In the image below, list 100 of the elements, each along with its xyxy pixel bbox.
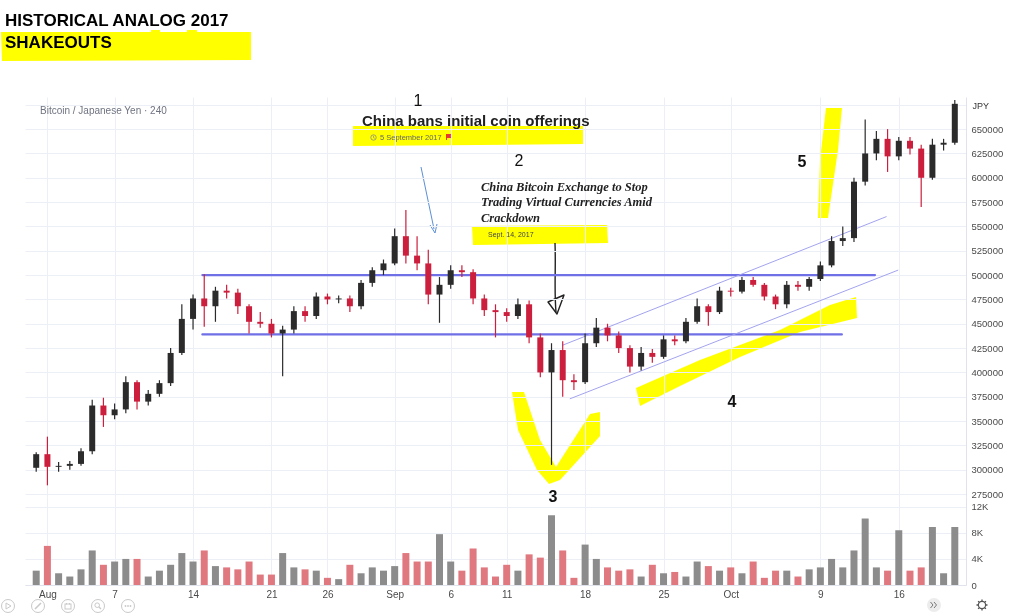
bar: [794, 576, 802, 585]
y-tick-label: 375000: [971, 391, 1004, 403]
bar: [144, 576, 152, 585]
candlestick: [626, 344, 633, 374]
x-tick-label: 16: [893, 588, 906, 600]
candlestick: [190, 293, 197, 331]
y-tick-label: 475000: [971, 293, 1004, 305]
candlestick: [134, 379, 141, 411]
bar: [604, 567, 612, 585]
x-tick-label: 14: [187, 588, 200, 600]
bar: [648, 564, 656, 585]
bar: [211, 566, 219, 585]
bar: [133, 558, 141, 585]
bar: [872, 567, 880, 585]
bar: [660, 573, 668, 585]
bar: [99, 564, 107, 585]
candlestick: [716, 286, 723, 315]
candlestick: [548, 342, 555, 466]
bar: [122, 558, 130, 585]
candlestick: [302, 305, 309, 323]
candlestick: [402, 209, 409, 265]
y-tick-label: 8K: [971, 527, 984, 539]
bar: [884, 570, 892, 585]
bar: [816, 567, 824, 585]
y-tick-label: 525000: [971, 245, 1004, 257]
candlestick: [234, 288, 241, 315]
bar: [357, 573, 365, 585]
bar: [43, 545, 51, 585]
y-tick-label: 650000: [971, 123, 1004, 135]
bar: [805, 569, 813, 585]
bar: [279, 553, 287, 585]
bar: [828, 558, 836, 585]
bar: [335, 579, 343, 585]
y-tick-label: 275000: [971, 488, 1004, 500]
candlestick: [369, 266, 376, 288]
y-tick-label: 300000: [971, 464, 1004, 476]
bar: [906, 570, 914, 585]
bar: [704, 566, 712, 585]
bar: [693, 561, 701, 585]
bar: [435, 534, 443, 585]
x-tick-label: 9: [818, 588, 825, 600]
bar: [66, 576, 74, 585]
bar: [223, 567, 231, 585]
candlestick: [358, 279, 365, 310]
bar: [413, 561, 421, 585]
bar: [525, 554, 533, 585]
y-tick-label: 400000: [971, 366, 1004, 378]
bar: [290, 567, 298, 585]
candlestick: [570, 373, 577, 391]
bar: [88, 550, 96, 585]
y-tick-label: 325000: [971, 439, 1004, 451]
bar: [917, 567, 925, 585]
bar: [402, 553, 410, 585]
candlestick: [313, 292, 320, 320]
y-axis-title: JPY: [972, 100, 990, 111]
x-tick-label: Aug: [39, 588, 57, 600]
bar: [256, 574, 264, 585]
x-tick-label: 6: [448, 588, 455, 600]
bar: [536, 557, 544, 585]
bar: [783, 570, 791, 585]
candlestick: [44, 436, 51, 486]
bar: [492, 576, 499, 585]
bar: [581, 544, 589, 585]
bar: [637, 576, 645, 585]
candlestick: [481, 293, 488, 317]
candlestick: [839, 225, 846, 247]
bar: [178, 553, 186, 585]
candlestick: [100, 397, 107, 428]
candlestick: [246, 303, 253, 335]
candlestick: [638, 346, 645, 372]
y-tick-label: 12K: [971, 501, 990, 513]
bar: [772, 570, 780, 585]
candlestick: [268, 318, 275, 338]
bar: [548, 515, 556, 585]
y-tick-label: 500000: [971, 269, 1004, 281]
y-tick-label: 350000: [971, 415, 1004, 427]
bar: [447, 561, 455, 585]
bar: [514, 570, 522, 585]
candlestick: [783, 280, 790, 309]
bar: [951, 526, 959, 585]
y-tick-label: 600000: [971, 172, 1004, 184]
bar: [480, 567, 488, 585]
annotation: China Bitcoin Exchange to Stop Trading Virtual Currencies Amid Crackdown: [481, 180, 653, 225]
y-tick-label: 575000: [971, 196, 1004, 208]
bar: [55, 573, 63, 585]
candlestick: [436, 276, 443, 324]
x-tick-label: Sep: [386, 588, 405, 600]
x-tick-label: Oct: [723, 588, 740, 600]
bar: [111, 561, 119, 585]
y-tick-label: 425000: [971, 342, 1004, 354]
candlestick: [33, 451, 40, 473]
x-tick-label: 21: [266, 588, 278, 600]
bar: [749, 561, 757, 585]
bar: [738, 573, 746, 585]
bar: [559, 550, 567, 585]
x-tick-label: 26: [322, 588, 334, 600]
y-tick-label: 625000: [971, 147, 1004, 159]
bar: [850, 550, 858, 585]
bar: [267, 574, 275, 585]
bar: [200, 550, 208, 585]
